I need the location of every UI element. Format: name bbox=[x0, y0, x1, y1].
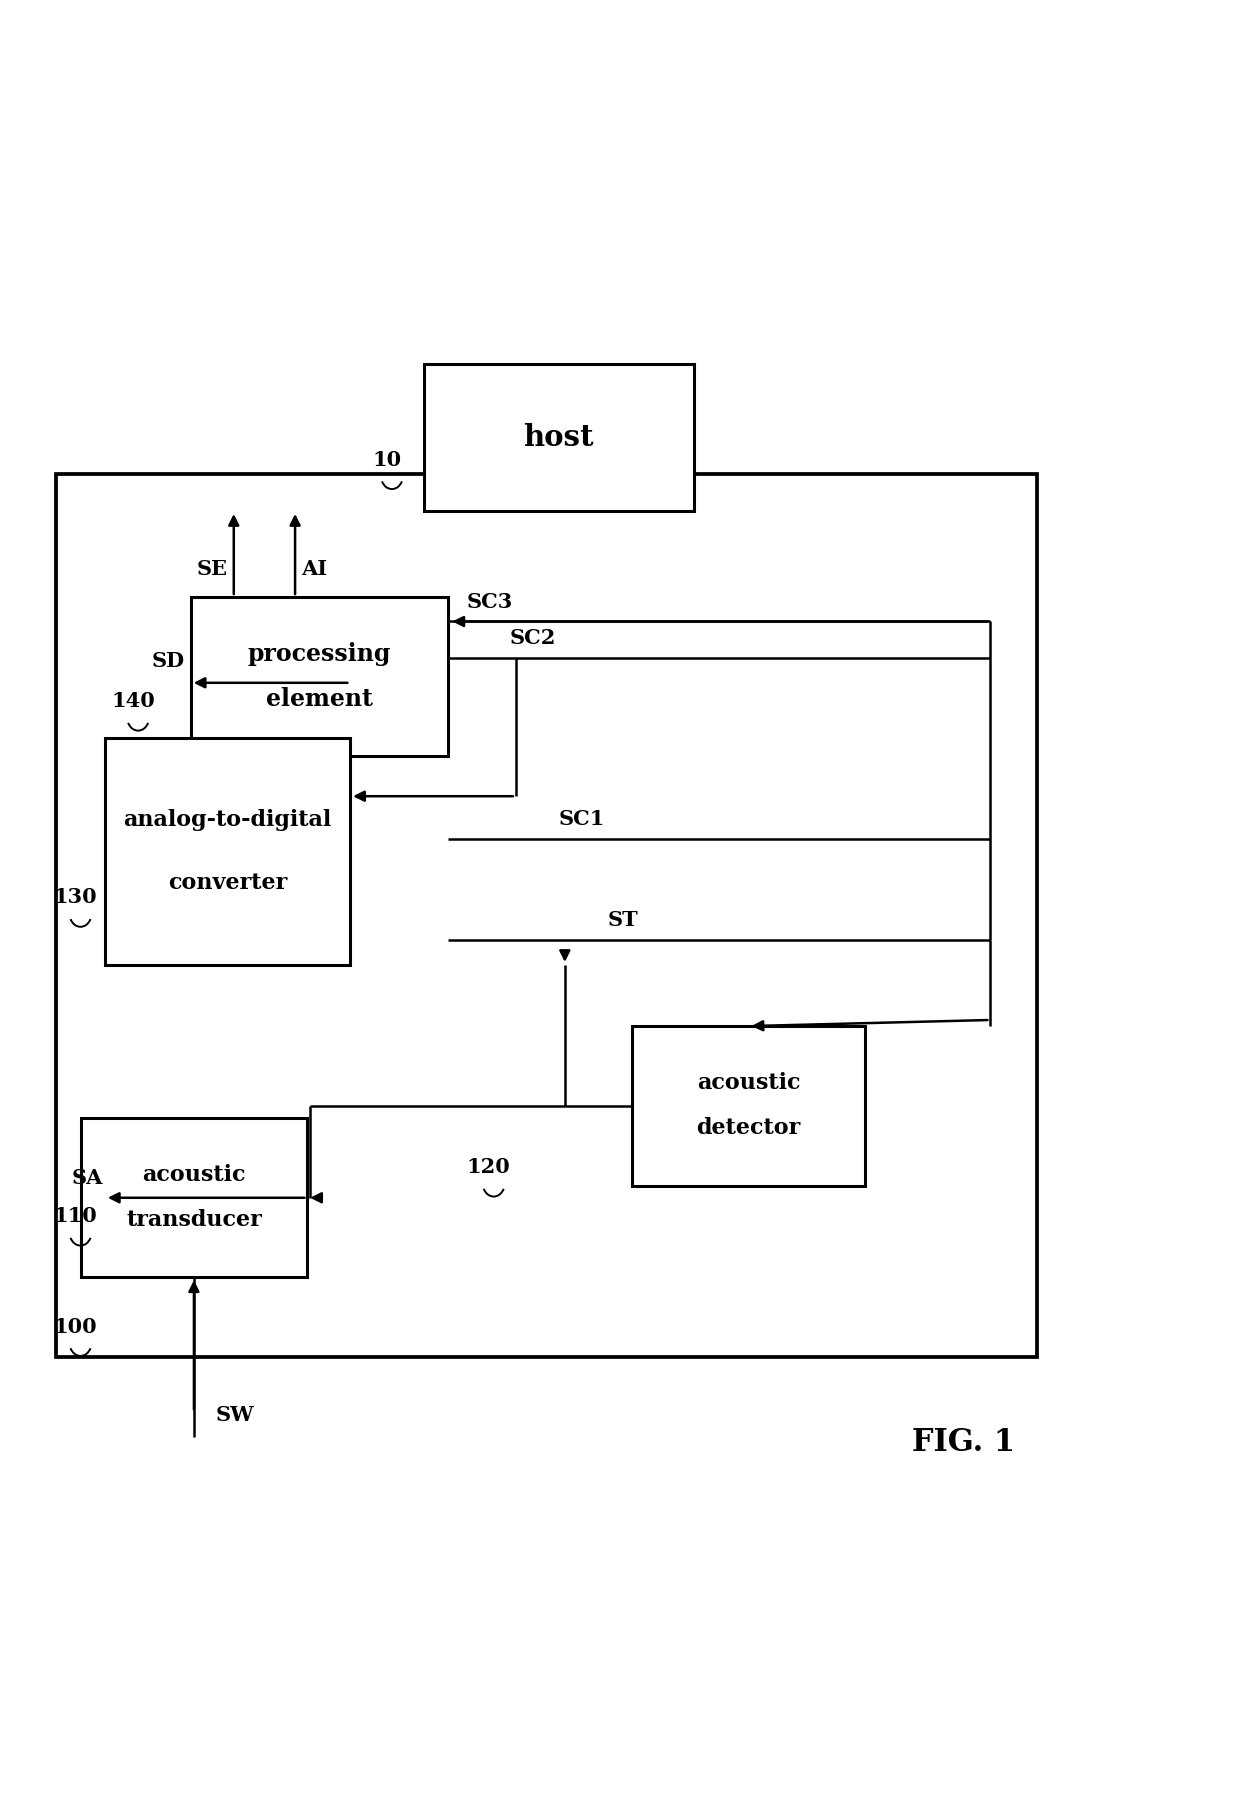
Bar bbox=[81, 1119, 308, 1278]
Text: converter: converter bbox=[167, 873, 288, 894]
Text: 10: 10 bbox=[372, 450, 402, 470]
Text: SE: SE bbox=[197, 558, 228, 578]
Text: SC2: SC2 bbox=[510, 629, 556, 649]
Text: 130: 130 bbox=[53, 887, 97, 907]
Text: analog-to-digital: analog-to-digital bbox=[124, 810, 332, 831]
Text: SC1: SC1 bbox=[559, 810, 605, 829]
Bar bbox=[105, 737, 350, 965]
Text: ST: ST bbox=[608, 911, 639, 931]
Bar bbox=[56, 475, 1037, 1357]
Text: transducer: transducer bbox=[126, 1209, 262, 1231]
Text: SC3: SC3 bbox=[466, 591, 513, 613]
Bar bbox=[191, 596, 449, 757]
Text: SD: SD bbox=[151, 651, 185, 670]
Bar bbox=[632, 1026, 866, 1185]
Text: FIG. 1: FIG. 1 bbox=[911, 1428, 1014, 1458]
Text: 140: 140 bbox=[112, 692, 155, 712]
Text: 110: 110 bbox=[53, 1205, 97, 1227]
Text: processing: processing bbox=[248, 641, 392, 667]
Text: SW: SW bbox=[216, 1404, 254, 1424]
Text: AI: AI bbox=[301, 558, 327, 578]
Text: 120: 120 bbox=[466, 1156, 511, 1176]
Text: detector: detector bbox=[697, 1117, 801, 1138]
Text: SA: SA bbox=[71, 1167, 103, 1187]
Text: 100: 100 bbox=[53, 1317, 97, 1337]
Bar bbox=[424, 363, 693, 511]
Text: element: element bbox=[267, 687, 373, 710]
Text: acoustic: acoustic bbox=[697, 1073, 801, 1095]
Text: acoustic: acoustic bbox=[143, 1164, 246, 1187]
Text: host: host bbox=[523, 423, 594, 452]
